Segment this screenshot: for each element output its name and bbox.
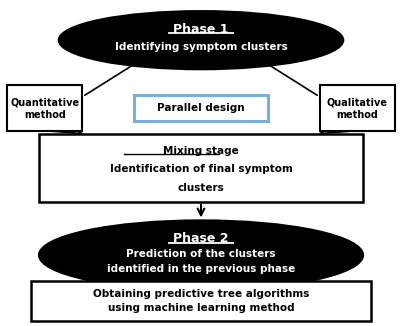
Text: Identifying symptom clusters: Identifying symptom clusters: [115, 42, 287, 52]
Text: Prediction of the clusters: Prediction of the clusters: [126, 248, 276, 259]
Text: Parallel design: Parallel design: [157, 103, 245, 113]
Text: Phase 2: Phase 2: [173, 232, 229, 245]
Text: method: method: [24, 110, 66, 120]
FancyBboxPatch shape: [39, 134, 363, 202]
Ellipse shape: [39, 220, 363, 290]
Text: Obtaining predictive tree algorithms: Obtaining predictive tree algorithms: [93, 289, 309, 299]
Text: Qualitative: Qualitative: [327, 97, 388, 107]
Text: using machine learning method: using machine learning method: [108, 303, 294, 313]
FancyBboxPatch shape: [134, 95, 268, 121]
FancyBboxPatch shape: [7, 85, 82, 131]
Ellipse shape: [59, 11, 343, 69]
Text: identified in the previous phase: identified in the previous phase: [107, 264, 295, 274]
FancyBboxPatch shape: [31, 281, 371, 321]
Text: method: method: [336, 110, 378, 120]
Text: Quantitative: Quantitative: [10, 97, 80, 107]
Text: Mixing stage: Mixing stage: [163, 146, 239, 156]
Text: clusters: clusters: [178, 183, 224, 193]
Text: Phase 1: Phase 1: [173, 23, 229, 36]
Text: Identification of final symptom: Identification of final symptom: [110, 164, 292, 174]
FancyBboxPatch shape: [320, 85, 395, 131]
